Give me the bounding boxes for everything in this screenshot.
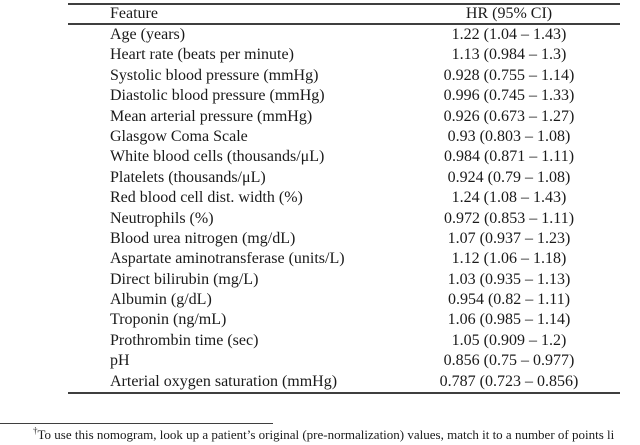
feature-cell: Red blood cell dist. width (%) xyxy=(110,189,303,207)
feature-cell: Glasgow Coma Scale xyxy=(110,127,248,145)
footnote-divider xyxy=(0,423,273,424)
feature-cell: Aspartate aminotransferase (units/L) xyxy=(110,250,345,268)
table-header-row: Feature HR (95% CI) xyxy=(68,5,620,25)
table-row: Arterial oxygen saturation (mmHg) 0.787 (… xyxy=(68,372,620,392)
footnote-text: To use this nomogram, look up a patient’… xyxy=(37,427,615,442)
feature-cell: Albumin (g/dL) xyxy=(110,291,212,309)
feature-cell: Blood urea nitrogen (mg/dL) xyxy=(110,229,296,247)
table-row: pH 0.856 (0.75 – 0.977) xyxy=(68,351,620,371)
hr-cell: 0.924 (0.79 – 1.08) xyxy=(447,168,571,186)
table-row: Platelets (thousands/μL) 0.924 (0.79 – 1.… xyxy=(68,168,620,188)
table-row: Albumin (g/dL) 0.954 (0.82 – 1.11) xyxy=(68,290,620,310)
hr-cell: 1.05 (0.909 – 1.2) xyxy=(451,331,567,349)
hr-cell: 0.787 (0.723 – 0.856) xyxy=(439,372,579,390)
feature-cell: White blood cells (thousands/μL) xyxy=(110,148,325,166)
hr-cell: 0.93 (0.803 – 1.08) xyxy=(447,127,571,145)
hr-cell: 1.13 (0.984 – 1.3) xyxy=(451,46,567,64)
feature-cell: Troponin (ng/mL) xyxy=(110,311,227,329)
feature-cell: Diastolic blood pressure (mmHg) xyxy=(110,87,325,105)
table-row: Red blood cell dist. width (%) 1.24 (1.08… xyxy=(68,188,620,208)
feature-column-header: Feature xyxy=(110,5,158,22)
feature-cell: Mean arterial pressure (mmHg) xyxy=(110,107,313,125)
dagger-footnote-marker: † xyxy=(33,427,38,436)
hr-cell: 0.996 (0.745 – 1.33) xyxy=(443,87,575,105)
table-body: Age (years) 1.22 (1.04 – 1.43) Heart rate … xyxy=(68,25,620,392)
feature-cell: pH xyxy=(110,352,130,370)
hr-cell: 1.07 (0.937 – 1.23) xyxy=(447,229,571,247)
feature-cell: Neutrophils (%) xyxy=(110,209,214,227)
hr-cell: 0.984 (0.871 – 1.11) xyxy=(443,148,575,166)
hr-cell: 0.928 (0.755 – 1.14) xyxy=(443,66,575,84)
feature-cell: Platelets (thousands/μL) xyxy=(110,168,266,186)
table-row: Blood urea nitrogen (mg/dL) 1.07 (0.937 –… xyxy=(68,229,620,249)
table-row: Prothrombin time (sec) 1.05 (0.909 – 1.2) xyxy=(68,331,620,351)
table-row: Troponin (ng/mL) 1.06 (0.985 – 1.14) xyxy=(68,310,620,330)
table-row: White blood cells (thousands/μL) 0.984 (0… xyxy=(68,147,620,167)
hr-cell: 0.856 (0.75 – 0.977) xyxy=(443,352,575,370)
footnote: †To use this nomogram, look up a patient… xyxy=(0,427,640,443)
feature-cell: Direct bilirubin (mg/L) xyxy=(110,270,259,288)
table-row: Direct bilirubin (mg/L) 1.03 (0.935 – 1.1… xyxy=(68,270,620,290)
table-row: Diastolic blood pressure (mmHg) 0.996 (0.… xyxy=(68,86,620,106)
table-row: Aspartate aminotransferase (units/L) 1.12… xyxy=(68,249,620,269)
hr-column-header: HR (95% CI) xyxy=(465,5,553,22)
hr-cell: 1.24 (1.08 – 1.43) xyxy=(451,189,567,207)
hr-cell: 1.03 (0.935 – 1.13) xyxy=(447,270,571,288)
hr-cell: 1.12 (1.06 – 1.18) xyxy=(451,250,567,268)
feature-cell: Arterial oxygen saturation (mmHg) xyxy=(110,372,338,390)
hazard-ratio-table: Feature HR (95% CI) Age (years) 1.22 (1.0… xyxy=(68,3,620,395)
feature-cell: Prothrombin time (sec) xyxy=(110,331,259,349)
feature-cell: Heart rate (beats per minute) xyxy=(110,46,294,64)
hr-cell: 0.926 (0.673 – 1.27) xyxy=(443,107,575,125)
feature-cell: Systolic blood pressure (mmHg) xyxy=(110,66,319,84)
table-row: Glasgow Coma Scale 0.93 (0.803 – 1.08) xyxy=(68,127,620,147)
table-row: Heart rate (beats per minute) 1.13 (0.984… xyxy=(68,45,620,65)
hr-cell: 0.954 (0.82 – 1.11) xyxy=(447,291,571,309)
table-row: Neutrophils (%) 0.972 (0.853 – 1.11) xyxy=(68,209,620,229)
hr-cell: 0.972 (0.853 – 1.11) xyxy=(443,209,575,227)
table-row: Age (years) 1.22 (1.04 – 1.43) xyxy=(68,25,620,45)
feature-cell: Age (years) xyxy=(110,26,186,43)
table-row: Systolic blood pressure (mmHg) 0.928 (0.7… xyxy=(68,66,620,86)
hr-cell: 1.06 (0.985 – 1.14) xyxy=(447,311,571,329)
table-row: Mean arterial pressure (mmHg) 0.926 (0.67… xyxy=(68,107,620,127)
hr-cell: 1.22 (1.04 – 1.43) xyxy=(451,26,567,43)
